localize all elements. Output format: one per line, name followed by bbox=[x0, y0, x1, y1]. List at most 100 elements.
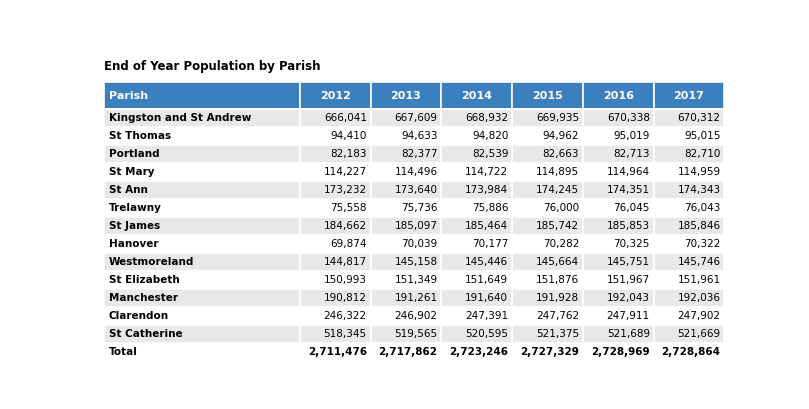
Bar bbox=[582, 253, 654, 271]
Text: 76,043: 76,043 bbox=[684, 203, 721, 213]
Text: 173,232: 173,232 bbox=[324, 185, 366, 195]
Text: 114,964: 114,964 bbox=[607, 167, 650, 177]
Bar bbox=[654, 217, 724, 235]
Bar bbox=[441, 307, 512, 325]
Text: 2016: 2016 bbox=[603, 90, 633, 101]
Text: 520,595: 520,595 bbox=[465, 329, 508, 339]
Text: 173,640: 173,640 bbox=[395, 185, 438, 195]
Text: 94,820: 94,820 bbox=[472, 131, 508, 141]
Bar bbox=[300, 163, 371, 181]
Text: 151,967: 151,967 bbox=[607, 275, 650, 285]
Bar bbox=[512, 253, 582, 271]
Text: 174,343: 174,343 bbox=[677, 185, 721, 195]
Text: 70,322: 70,322 bbox=[684, 239, 721, 249]
Bar bbox=[371, 289, 441, 307]
Bar bbox=[654, 109, 724, 127]
Bar bbox=[371, 127, 441, 145]
Bar bbox=[654, 253, 724, 271]
Bar bbox=[441, 253, 512, 271]
Text: Trelawny: Trelawny bbox=[108, 203, 162, 213]
Bar bbox=[512, 325, 582, 343]
Text: 95,019: 95,019 bbox=[613, 131, 650, 141]
Text: 191,261: 191,261 bbox=[395, 293, 438, 303]
Text: 114,959: 114,959 bbox=[677, 167, 721, 177]
Bar bbox=[104, 181, 300, 199]
Text: 2014: 2014 bbox=[461, 90, 492, 101]
Bar bbox=[441, 145, 512, 163]
Bar bbox=[441, 82, 512, 109]
Text: 145,664: 145,664 bbox=[536, 257, 579, 267]
Text: 76,045: 76,045 bbox=[613, 203, 650, 213]
Bar bbox=[371, 271, 441, 289]
Bar bbox=[300, 235, 371, 253]
Bar bbox=[104, 343, 300, 361]
Bar bbox=[441, 109, 512, 127]
Text: 2,711,476: 2,711,476 bbox=[307, 347, 366, 357]
Bar bbox=[104, 163, 300, 181]
Text: 185,742: 185,742 bbox=[536, 221, 579, 231]
Bar bbox=[104, 325, 300, 343]
Text: St Ann: St Ann bbox=[108, 185, 147, 195]
Text: 70,177: 70,177 bbox=[472, 239, 508, 249]
Bar bbox=[441, 235, 512, 253]
Text: St Elizabeth: St Elizabeth bbox=[108, 275, 180, 285]
Bar bbox=[654, 289, 724, 307]
Text: 145,446: 145,446 bbox=[465, 257, 508, 267]
Text: 151,961: 151,961 bbox=[677, 275, 721, 285]
Text: 192,036: 192,036 bbox=[678, 293, 721, 303]
Bar bbox=[441, 325, 512, 343]
Bar bbox=[512, 235, 582, 253]
Bar bbox=[512, 343, 582, 361]
Bar bbox=[512, 307, 582, 325]
Text: 145,751: 145,751 bbox=[607, 257, 650, 267]
Bar bbox=[441, 181, 512, 199]
Text: 174,351: 174,351 bbox=[607, 185, 650, 195]
Bar bbox=[654, 271, 724, 289]
Bar bbox=[441, 271, 512, 289]
Bar bbox=[300, 181, 371, 199]
Bar bbox=[582, 235, 654, 253]
Text: 2,728,864: 2,728,864 bbox=[662, 347, 721, 357]
Text: 94,962: 94,962 bbox=[543, 131, 579, 141]
Text: 184,662: 184,662 bbox=[324, 221, 366, 231]
Bar bbox=[371, 325, 441, 343]
Text: 145,746: 145,746 bbox=[677, 257, 721, 267]
Text: 2,727,329: 2,727,329 bbox=[520, 347, 579, 357]
Bar bbox=[654, 82, 724, 109]
Text: 114,722: 114,722 bbox=[465, 167, 508, 177]
Text: 75,886: 75,886 bbox=[472, 203, 508, 213]
Bar bbox=[512, 289, 582, 307]
Bar bbox=[512, 145, 582, 163]
Bar bbox=[582, 127, 654, 145]
Bar bbox=[104, 127, 300, 145]
Text: 82,183: 82,183 bbox=[330, 149, 366, 159]
Text: Parish: Parish bbox=[108, 90, 148, 101]
Text: 82,539: 82,539 bbox=[472, 149, 508, 159]
Text: Total: Total bbox=[108, 347, 138, 357]
Bar bbox=[582, 82, 654, 109]
Text: 191,928: 191,928 bbox=[536, 293, 579, 303]
Bar bbox=[654, 325, 724, 343]
Text: Portland: Portland bbox=[108, 149, 159, 159]
Bar bbox=[371, 235, 441, 253]
Text: 114,227: 114,227 bbox=[324, 167, 366, 177]
Text: End of Year Population by Parish: End of Year Population by Parish bbox=[104, 60, 320, 73]
Bar bbox=[582, 181, 654, 199]
Text: 151,349: 151,349 bbox=[395, 275, 438, 285]
Text: 144,817: 144,817 bbox=[324, 257, 366, 267]
Text: 246,902: 246,902 bbox=[395, 311, 438, 321]
Bar bbox=[104, 145, 300, 163]
Text: 190,812: 190,812 bbox=[324, 293, 366, 303]
Bar bbox=[300, 307, 371, 325]
Text: 82,713: 82,713 bbox=[613, 149, 650, 159]
Bar bbox=[300, 253, 371, 271]
Bar bbox=[104, 253, 300, 271]
Text: 174,245: 174,245 bbox=[536, 185, 579, 195]
Text: 69,874: 69,874 bbox=[330, 239, 366, 249]
Text: 521,669: 521,669 bbox=[677, 329, 721, 339]
Text: 518,345: 518,345 bbox=[324, 329, 366, 339]
Text: 669,935: 669,935 bbox=[536, 113, 579, 123]
Bar bbox=[582, 109, 654, 127]
Bar bbox=[371, 82, 441, 109]
Bar bbox=[654, 235, 724, 253]
